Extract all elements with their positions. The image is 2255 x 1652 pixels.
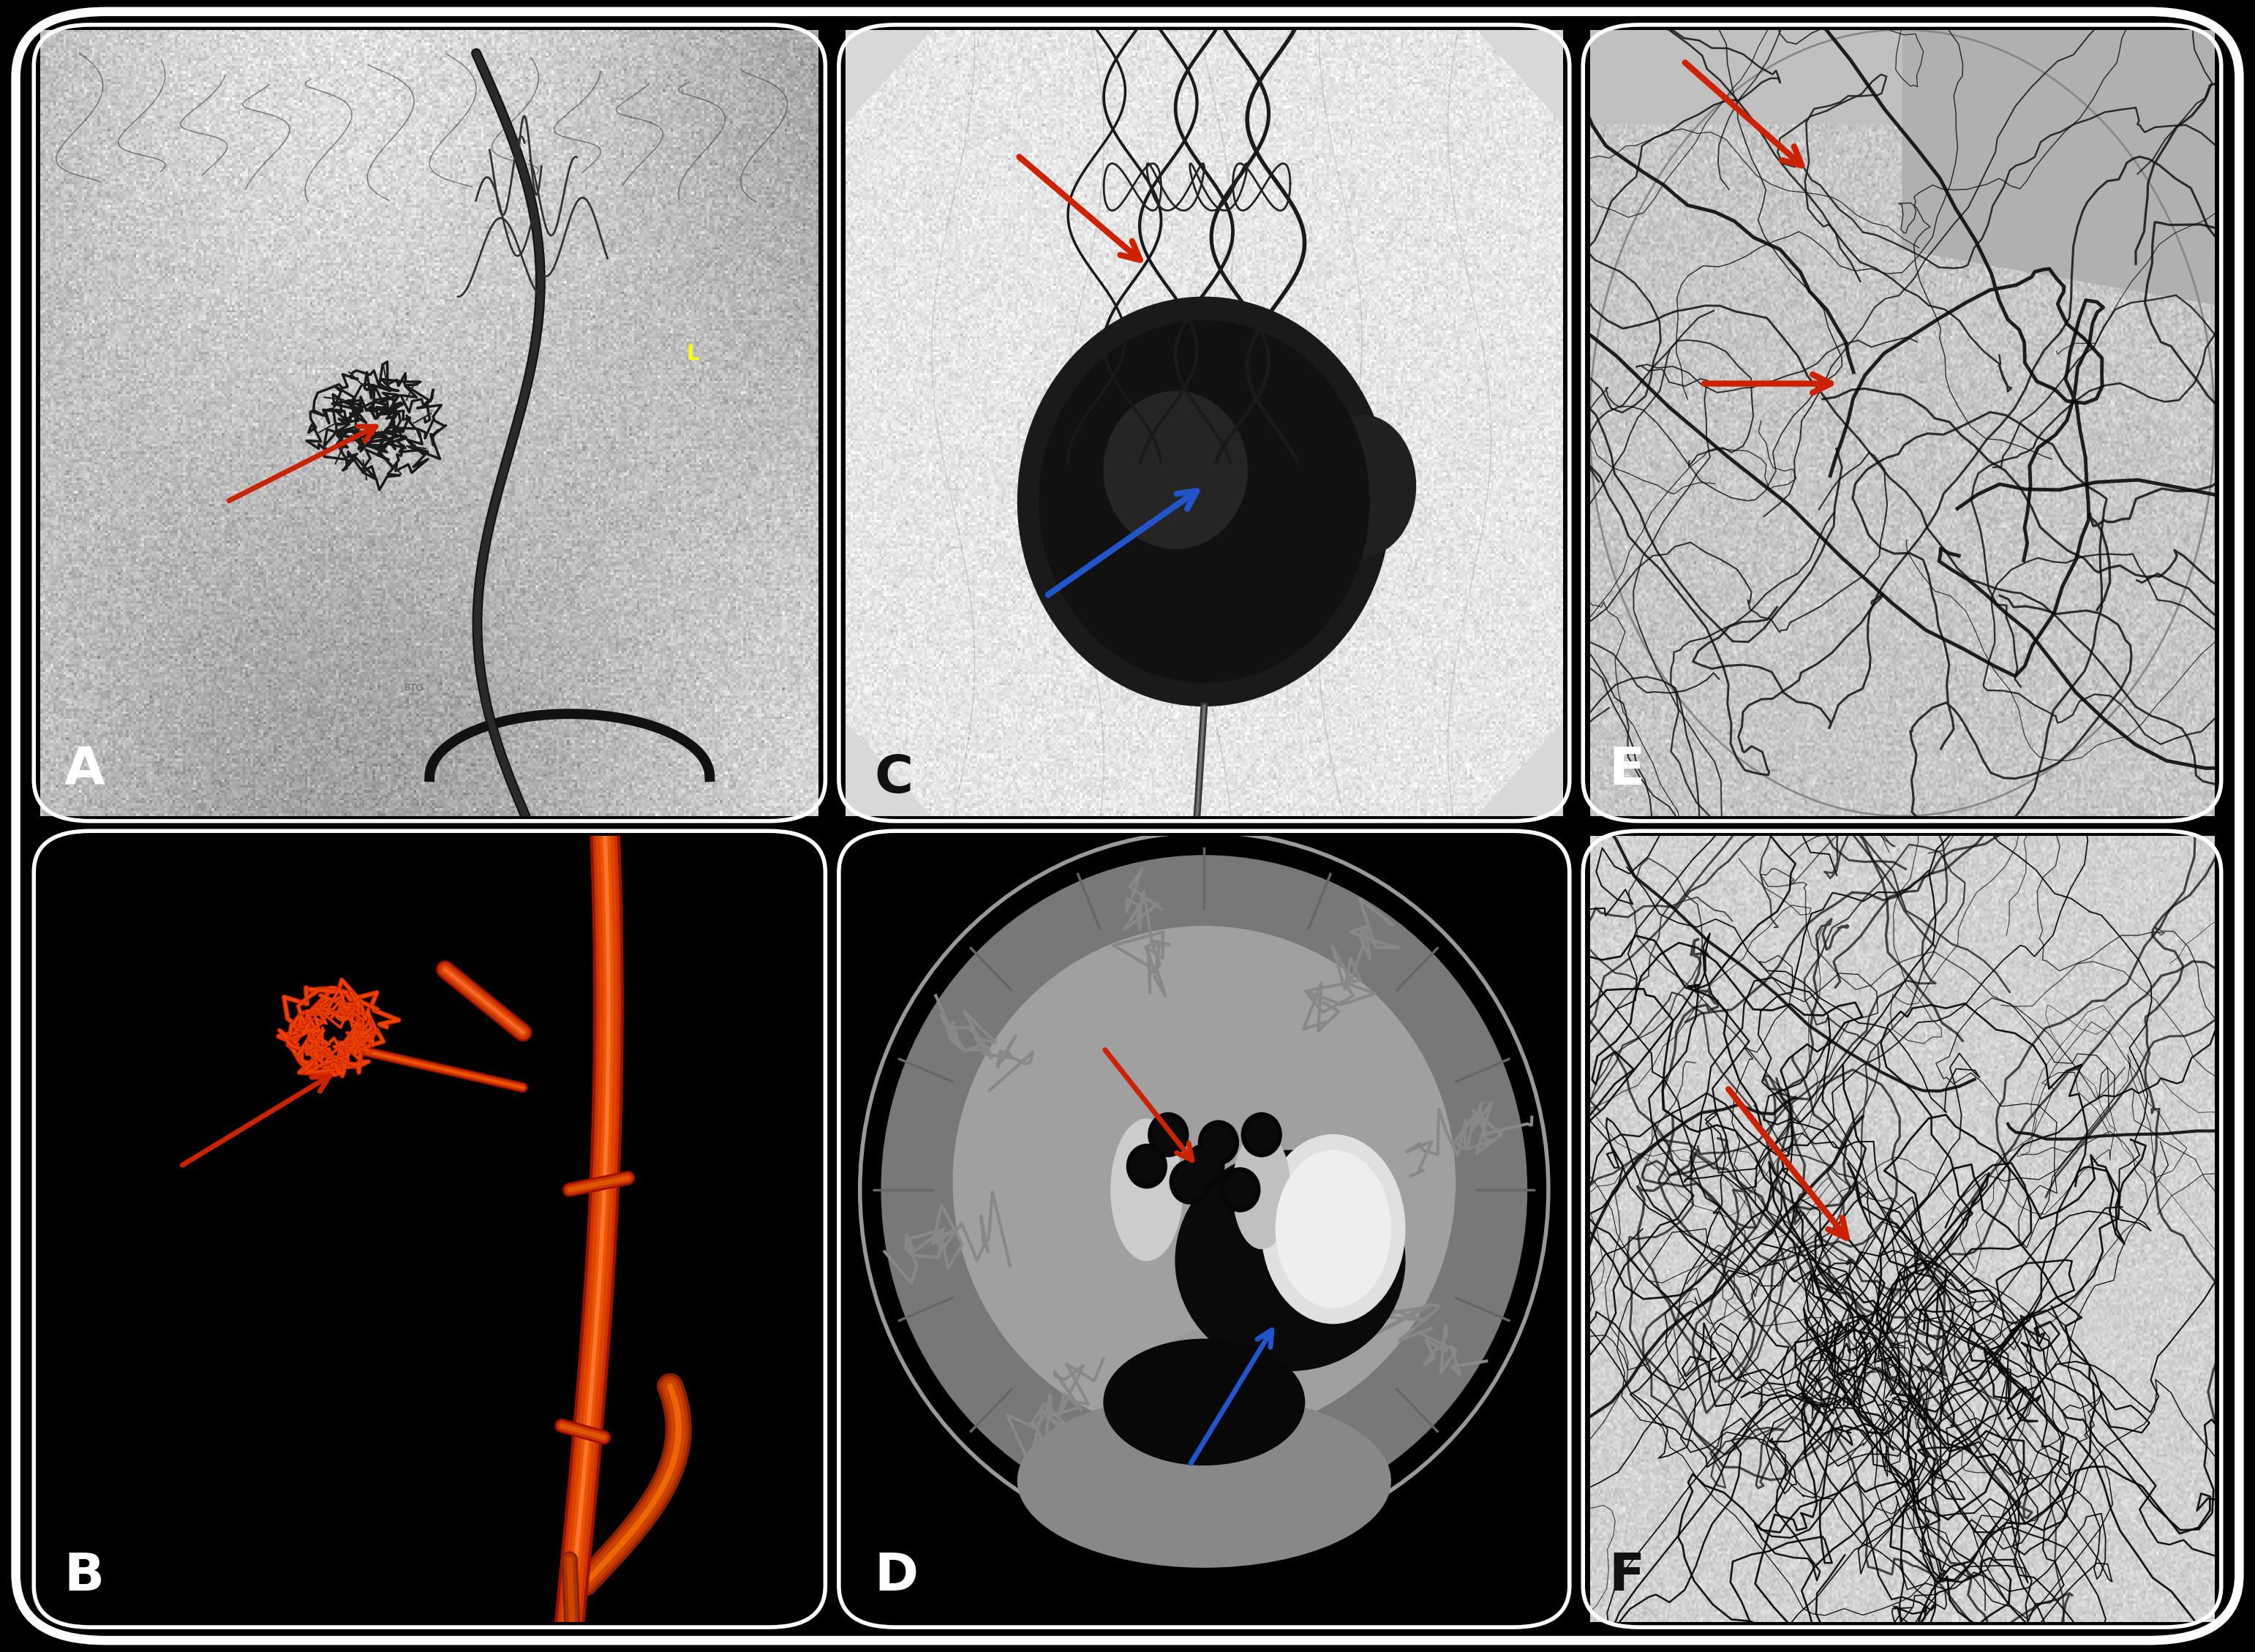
- Ellipse shape: [1276, 1150, 1391, 1308]
- Circle shape: [1197, 1120, 1238, 1165]
- Circle shape: [1188, 1148, 1220, 1183]
- Circle shape: [1220, 1168, 1261, 1213]
- Circle shape: [1148, 1113, 1188, 1156]
- Text: A: A: [63, 745, 104, 796]
- Ellipse shape: [1261, 1135, 1405, 1323]
- Text: BTO: BTO: [404, 682, 424, 692]
- Ellipse shape: [1308, 415, 1416, 557]
- Text: B: B: [63, 1551, 104, 1602]
- Ellipse shape: [1112, 1118, 1182, 1260]
- Circle shape: [1202, 1125, 1233, 1160]
- Text: D: D: [875, 1551, 918, 1602]
- Text: C: C: [875, 753, 913, 803]
- Text: L: L: [686, 344, 699, 365]
- Circle shape: [1152, 1117, 1184, 1151]
- Circle shape: [1017, 297, 1391, 705]
- Ellipse shape: [1148, 1332, 1261, 1442]
- Ellipse shape: [882, 856, 1527, 1523]
- Circle shape: [1245, 1117, 1276, 1151]
- Circle shape: [1103, 392, 1247, 548]
- Circle shape: [1170, 1160, 1211, 1204]
- Polygon shape: [1477, 722, 1563, 816]
- Circle shape: [1128, 1145, 1166, 1188]
- Circle shape: [1243, 1113, 1281, 1156]
- Polygon shape: [846, 722, 931, 816]
- Text: E: E: [1608, 745, 1644, 796]
- Ellipse shape: [1017, 1394, 1391, 1568]
- Circle shape: [1184, 1145, 1224, 1188]
- Polygon shape: [1590, 30, 1903, 124]
- Polygon shape: [1903, 30, 2214, 306]
- Ellipse shape: [1233, 1130, 1290, 1249]
- Ellipse shape: [1175, 1150, 1405, 1371]
- Polygon shape: [846, 30, 931, 124]
- Polygon shape: [1477, 30, 1563, 124]
- Circle shape: [1040, 320, 1369, 682]
- Ellipse shape: [1103, 1340, 1306, 1465]
- Circle shape: [1224, 1173, 1256, 1208]
- Circle shape: [1132, 1148, 1164, 1183]
- Text: F: F: [1608, 1551, 1644, 1602]
- Circle shape: [1175, 1165, 1206, 1199]
- Ellipse shape: [954, 927, 1454, 1437]
